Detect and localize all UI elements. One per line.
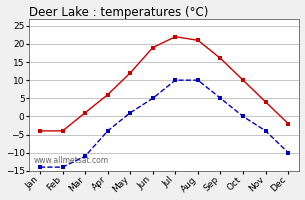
Text: www.allmetsat.com: www.allmetsat.com <box>34 156 109 165</box>
Text: Deer Lake : temperatures (°C): Deer Lake : temperatures (°C) <box>29 6 208 19</box>
